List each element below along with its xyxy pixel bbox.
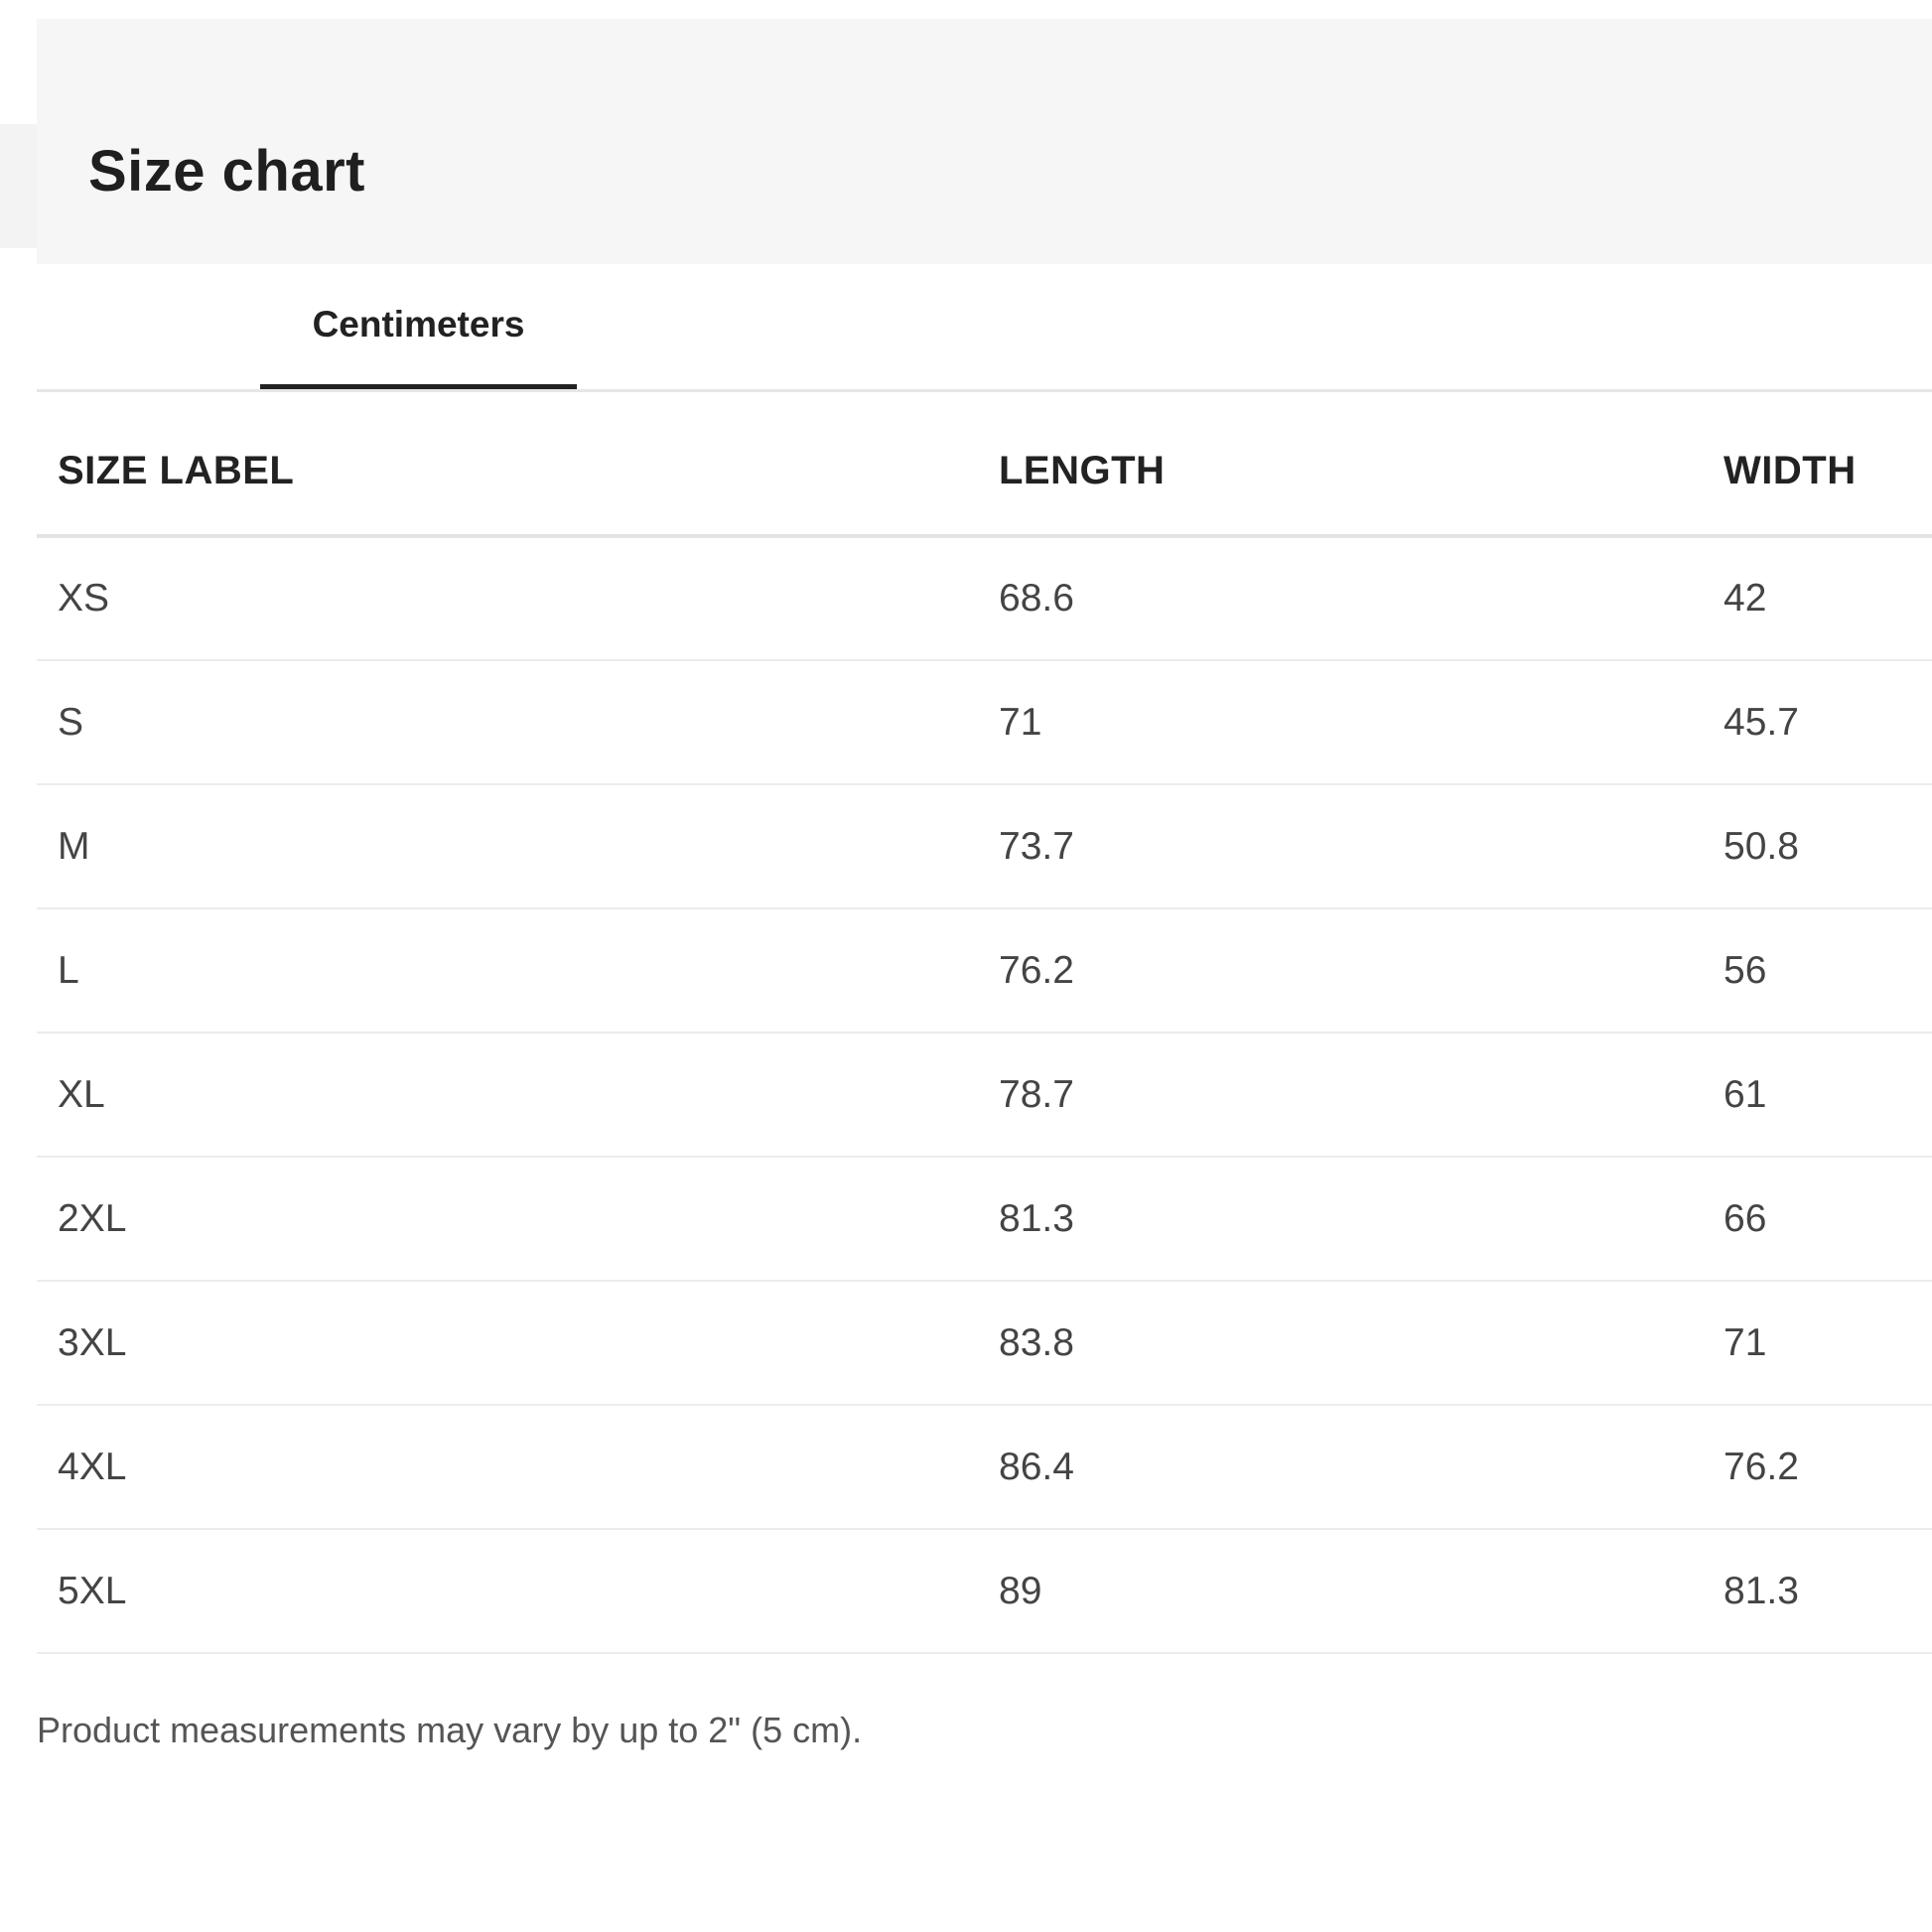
header-edge (0, 124, 37, 248)
cell-size-label: S (37, 660, 978, 785)
table-row: XL 78.7 61 (37, 1033, 1932, 1158)
cell-width: 45.7 (1703, 660, 1932, 785)
cell-length: 86.4 (978, 1405, 1703, 1530)
tab-centimeters[interactable]: Centimeters (260, 264, 577, 389)
cell-width: 66 (1703, 1157, 1932, 1282)
header-size-label: SIZE LABEL (37, 408, 978, 538)
cell-width: 76.2 (1703, 1405, 1932, 1530)
table-row: 5XL 89 81.3 (37, 1529, 1932, 1654)
table-row: M 73.7 50.8 (37, 784, 1932, 909)
cell-length: 83.8 (978, 1281, 1703, 1406)
cell-size-label: M (37, 784, 978, 909)
size-chart-header: Size chart (37, 19, 1932, 264)
cell-length: 68.6 (978, 536, 1703, 661)
cell-size-label: XS (37, 536, 978, 661)
cell-size-label: L (37, 908, 978, 1034)
cell-length: 73.7 (978, 784, 1703, 909)
table-row: L 76.2 56 (37, 908, 1932, 1034)
cell-width: 61 (1703, 1033, 1932, 1158)
table-row: 2XL 81.3 66 (37, 1157, 1932, 1282)
cell-length: 89 (978, 1529, 1703, 1654)
page-title: Size chart (88, 139, 365, 204)
cell-width: 56 (1703, 908, 1932, 1034)
cell-length: 78.7 (978, 1033, 1703, 1158)
cell-size-label: 3XL (37, 1281, 978, 1406)
measurement-note: Product measurements may vary by up to 2… (37, 1710, 863, 1750)
table-row: XS 68.6 42 (37, 536, 1932, 661)
cell-length: 81.3 (978, 1157, 1703, 1282)
unit-tabs: Centimeters (37, 264, 1932, 392)
cell-width: 50.8 (1703, 784, 1932, 909)
cell-size-label: XL (37, 1033, 978, 1158)
table-header-row: SIZE LABEL LENGTH WIDTH (37, 408, 1932, 538)
cell-width: 71 (1703, 1281, 1932, 1406)
table-row: 3XL 83.8 71 (37, 1281, 1932, 1406)
cell-size-label: 5XL (37, 1529, 978, 1654)
cell-size-label: 2XL (37, 1157, 978, 1282)
header-width: WIDTH (1703, 408, 1932, 538)
cell-length: 71 (978, 660, 1703, 785)
cell-size-label: 4XL (37, 1405, 978, 1530)
size-table: SIZE LABEL LENGTH WIDTH XS 68.6 42 S 71 45.7 M… (37, 408, 1932, 1654)
cell-width: 42 (1703, 536, 1932, 661)
cell-length: 76.2 (978, 908, 1703, 1034)
header-length: LENGTH (978, 408, 1703, 538)
cell-width: 81.3 (1703, 1529, 1932, 1654)
table-row: 4XL 86.4 76.2 (37, 1405, 1932, 1530)
table-row: S 71 45.7 (37, 660, 1932, 785)
